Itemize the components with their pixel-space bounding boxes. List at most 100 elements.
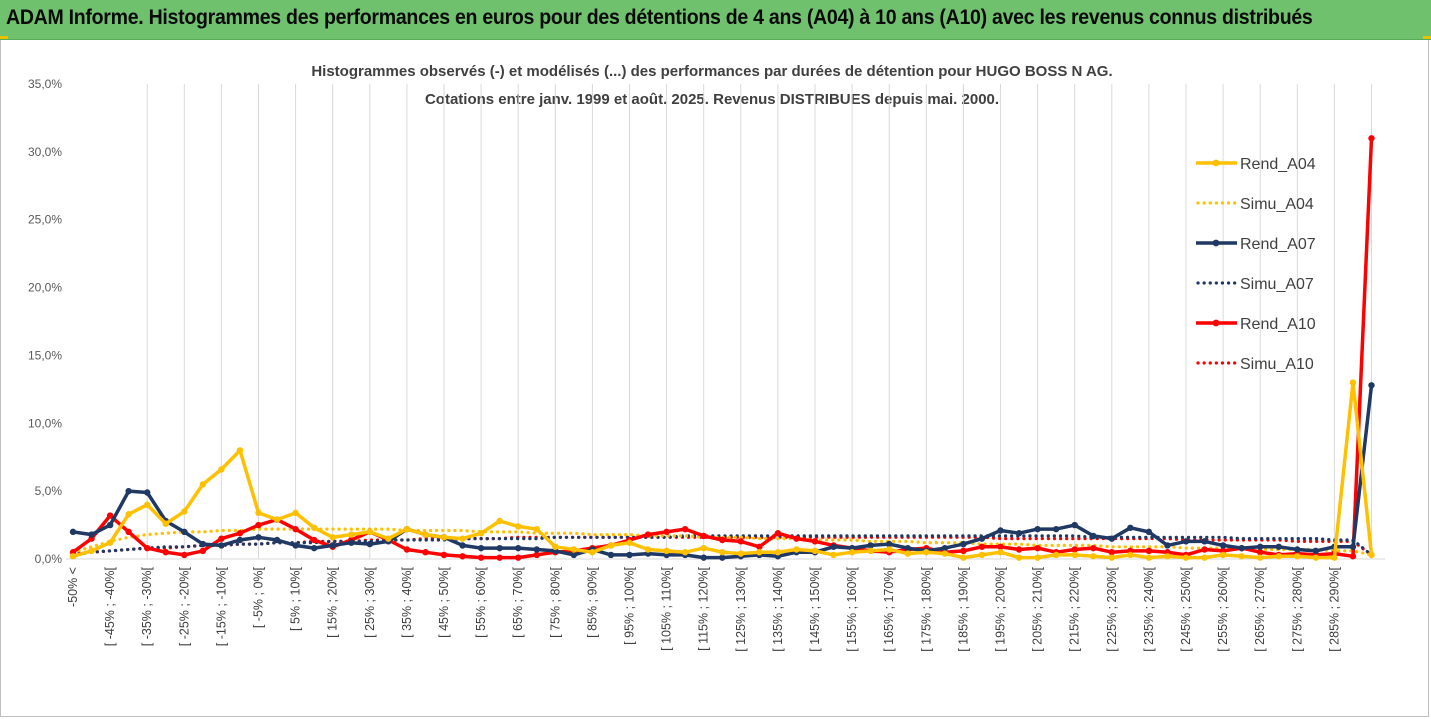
data-point [978, 535, 986, 542]
data-point [1034, 525, 1041, 533]
y-tick-label: 30,0% [28, 145, 62, 159]
data-point [422, 549, 429, 556]
data-point [144, 544, 151, 552]
data-point [477, 554, 485, 561]
data-point [1275, 553, 1282, 560]
data-point [533, 546, 540, 553]
data-point [1349, 379, 1357, 386]
x-tick-label: [ 145% ; 150%[ [808, 566, 822, 651]
data-point [1015, 554, 1023, 561]
data-point [1182, 554, 1190, 561]
data-point [459, 535, 466, 542]
data-point [997, 527, 1004, 534]
data-point [106, 539, 114, 546]
x-tick-label: [ -5% ; 0%[ [252, 566, 266, 628]
data-point [1071, 551, 1078, 559]
data-point [162, 549, 169, 556]
data-point [533, 551, 540, 559]
data-point [496, 544, 503, 552]
data-point [144, 489, 151, 496]
data-point [1145, 554, 1153, 561]
x-tick-label: [ 265% ; 270%[ [1253, 566, 1267, 651]
x-tick-label: [ -45% ; -40%[ [103, 566, 117, 646]
series-Rend_A10 [69, 135, 1375, 561]
data-point [236, 447, 244, 454]
data-point [1219, 542, 1227, 549]
x-tick-label: [ 115% ; 120%[ [697, 566, 711, 650]
data-point [515, 544, 522, 552]
data-point [1145, 528, 1153, 536]
x-tick-label: [ 105% ; 110%[ [660, 566, 674, 650]
data-point [1127, 551, 1134, 559]
data-point [403, 525, 411, 533]
data-point [1108, 535, 1116, 542]
y-tick-label: 20,0% [28, 281, 62, 295]
x-tick-label: [ 225% ; 230%[ [1105, 566, 1119, 651]
data-point [1015, 546, 1023, 553]
data-point [218, 542, 225, 549]
x-tick-label: [ -15% ; -10%[ [214, 566, 228, 646]
data-point [997, 549, 1004, 556]
data-point [1219, 551, 1227, 559]
x-tick-label: [ 195% ; 200%[ [994, 566, 1008, 651]
y-tick-label: 35,0% [28, 77, 62, 91]
data-point [106, 512, 114, 519]
data-point [700, 532, 707, 540]
data-point [236, 536, 244, 544]
data-point [1368, 382, 1375, 389]
data-point [607, 551, 615, 559]
y-tick-label: 5,0% [35, 484, 63, 498]
y-tick-label: 25,0% [28, 213, 62, 227]
banner-corner-marker [0, 36, 8, 39]
data-point [978, 543, 986, 550]
banner-title: ADAM Informe. Histogrammes des performan… [6, 6, 1313, 29]
data-point [496, 517, 503, 525]
chart-title: Histogrammes observés (-) et modélisés (… [311, 63, 1112, 80]
data-point [236, 530, 244, 537]
data-point [199, 481, 207, 488]
data-point [1238, 553, 1245, 560]
data-point [1368, 551, 1375, 559]
x-tick-label: [ 205% ; 210%[ [1031, 566, 1045, 651]
data-point [1201, 554, 1208, 561]
x-tick-label: [ 65% ; 70%[ [511, 566, 525, 637]
data-point [1257, 549, 1264, 556]
data-point [1108, 549, 1116, 556]
data-point [830, 543, 837, 550]
legend-label: Rend_A10 [1240, 316, 1316, 333]
data-point [310, 544, 318, 552]
data-point [867, 547, 874, 555]
data-point [329, 542, 336, 549]
x-tick-label: [ 35% ; 40%[ [400, 566, 414, 637]
data-point [941, 550, 949, 557]
data-point [125, 487, 132, 495]
data-point [255, 521, 262, 529]
chart-subtitle: Cotations entre janv. 1999 et août. 2025… [425, 91, 999, 108]
x-tick-label: [ 185% ; 190%[ [956, 566, 970, 651]
data-point [774, 549, 782, 556]
data-point [700, 544, 707, 552]
data-point [719, 549, 726, 556]
legend-marker [1212, 319, 1220, 327]
data-point [385, 535, 392, 542]
data-point [477, 530, 485, 537]
data-point [1145, 547, 1153, 555]
data-point [1201, 546, 1208, 553]
y-tick-label: 15,0% [28, 348, 62, 362]
data-point [570, 551, 578, 559]
x-tick-label: -50% < [66, 567, 80, 607]
data-point [1071, 546, 1078, 553]
data-point [793, 535, 800, 542]
x-tick-label: [ 125% ; 130%[ [734, 566, 748, 651]
data-point [552, 543, 559, 550]
data-point [459, 542, 466, 549]
series-Rend_A04 [69, 379, 1375, 561]
x-axis: -50% < [ -45% ; -40%[[ -35% ; -30%[[ -25%… [66, 558, 1385, 652]
data-point [69, 553, 77, 560]
data-point [737, 550, 744, 557]
data-point [422, 531, 429, 538]
data-point [904, 550, 911, 557]
data-point [162, 520, 169, 527]
legend-label: Simu_A04 [1240, 196, 1314, 213]
